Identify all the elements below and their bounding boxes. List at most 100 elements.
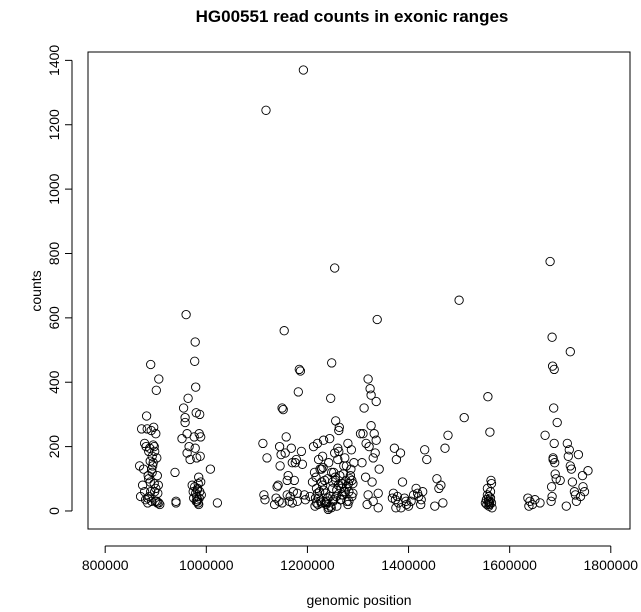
data-point	[336, 483, 346, 494]
data-point	[573, 449, 584, 460]
data-point	[148, 458, 158, 468]
data-point	[564, 445, 574, 455]
data-point	[152, 453, 162, 463]
data-point	[551, 474, 561, 484]
data-point	[292, 496, 302, 506]
data-point	[191, 496, 201, 506]
data-point	[391, 454, 402, 465]
data-point	[187, 480, 197, 490]
data-point	[374, 464, 384, 474]
data-point	[143, 498, 153, 508]
data-point	[333, 480, 343, 490]
data-point	[318, 462, 328, 473]
data-point	[346, 445, 357, 455]
data-point	[355, 429, 366, 439]
data-point	[177, 433, 187, 444]
data-point	[338, 469, 348, 479]
data-point	[331, 491, 341, 502]
y-tick-label: 400	[46, 370, 62, 394]
data-point	[330, 472, 340, 482]
data-point	[151, 429, 161, 439]
data-point	[151, 483, 161, 494]
data-point	[258, 438, 268, 449]
data-point	[295, 366, 306, 376]
data-point	[195, 409, 205, 420]
x-tick-label: 800000	[82, 557, 129, 573]
data-point	[364, 441, 374, 452]
data-point	[358, 429, 368, 439]
x-tick-label: 1200000	[280, 557, 335, 573]
data-point	[182, 448, 192, 458]
data-point	[547, 332, 557, 342]
data-point	[368, 496, 378, 506]
data-point	[363, 490, 373, 500]
data-point	[277, 403, 287, 413]
data-point	[530, 495, 540, 505]
data-point	[325, 433, 335, 444]
data-point	[287, 458, 297, 468]
data-point	[485, 493, 496, 503]
data-point	[286, 443, 296, 453]
data-point	[324, 458, 334, 468]
data-point	[570, 490, 581, 500]
data-point	[152, 498, 162, 508]
data-point	[282, 475, 292, 486]
data-point	[152, 470, 162, 481]
data-point	[454, 295, 464, 305]
data-point	[547, 491, 557, 502]
data-point	[555, 475, 565, 486]
data-point	[212, 498, 223, 508]
data-point	[183, 393, 193, 403]
data-point	[339, 487, 349, 497]
data-point	[331, 475, 341, 486]
data-point	[408, 490, 419, 500]
data-point	[549, 364, 559, 375]
data-point	[401, 496, 411, 506]
data-point	[563, 451, 573, 461]
data-point	[392, 491, 403, 502]
data-point	[549, 403, 559, 413]
data-point	[348, 488, 358, 498]
data-point	[357, 458, 367, 468]
data-point	[318, 435, 329, 445]
data-point	[184, 441, 194, 452]
data-point	[372, 314, 382, 325]
data-point	[370, 448, 380, 458]
data-point	[262, 453, 272, 463]
data-point	[486, 475, 496, 486]
data-point	[432, 474, 442, 484]
x-tick-label: 1400000	[381, 557, 436, 573]
data-point	[178, 403, 189, 413]
data-point	[314, 487, 325, 497]
data-point	[328, 477, 338, 487]
data-point	[311, 498, 322, 508]
data-point	[149, 422, 159, 432]
y-tick-label: 0	[46, 507, 62, 515]
y-tick-label: 600	[46, 306, 62, 330]
data-point	[567, 477, 578, 487]
data-point	[288, 487, 298, 497]
data-point	[565, 347, 575, 357]
data-point	[318, 485, 329, 495]
data-point	[360, 472, 371, 482]
data-point	[189, 432, 199, 442]
data-point	[389, 443, 400, 453]
data-point	[315, 464, 325, 474]
data-point	[143, 493, 153, 503]
data-point	[327, 358, 337, 368]
data-point	[190, 443, 200, 453]
data-point	[485, 427, 495, 437]
data-point	[281, 432, 291, 442]
data-point	[548, 454, 558, 465]
data-point	[299, 490, 310, 500]
data-point	[283, 470, 293, 481]
data-point	[313, 499, 323, 510]
data-point	[144, 491, 154, 502]
data-point	[312, 438, 323, 449]
data-point	[298, 65, 309, 75]
data-point	[373, 488, 383, 498]
y-axis: 0 200 400 600 800 1000 1200 1400	[46, 45, 73, 515]
data-point	[279, 326, 289, 336]
data-point	[484, 491, 494, 502]
